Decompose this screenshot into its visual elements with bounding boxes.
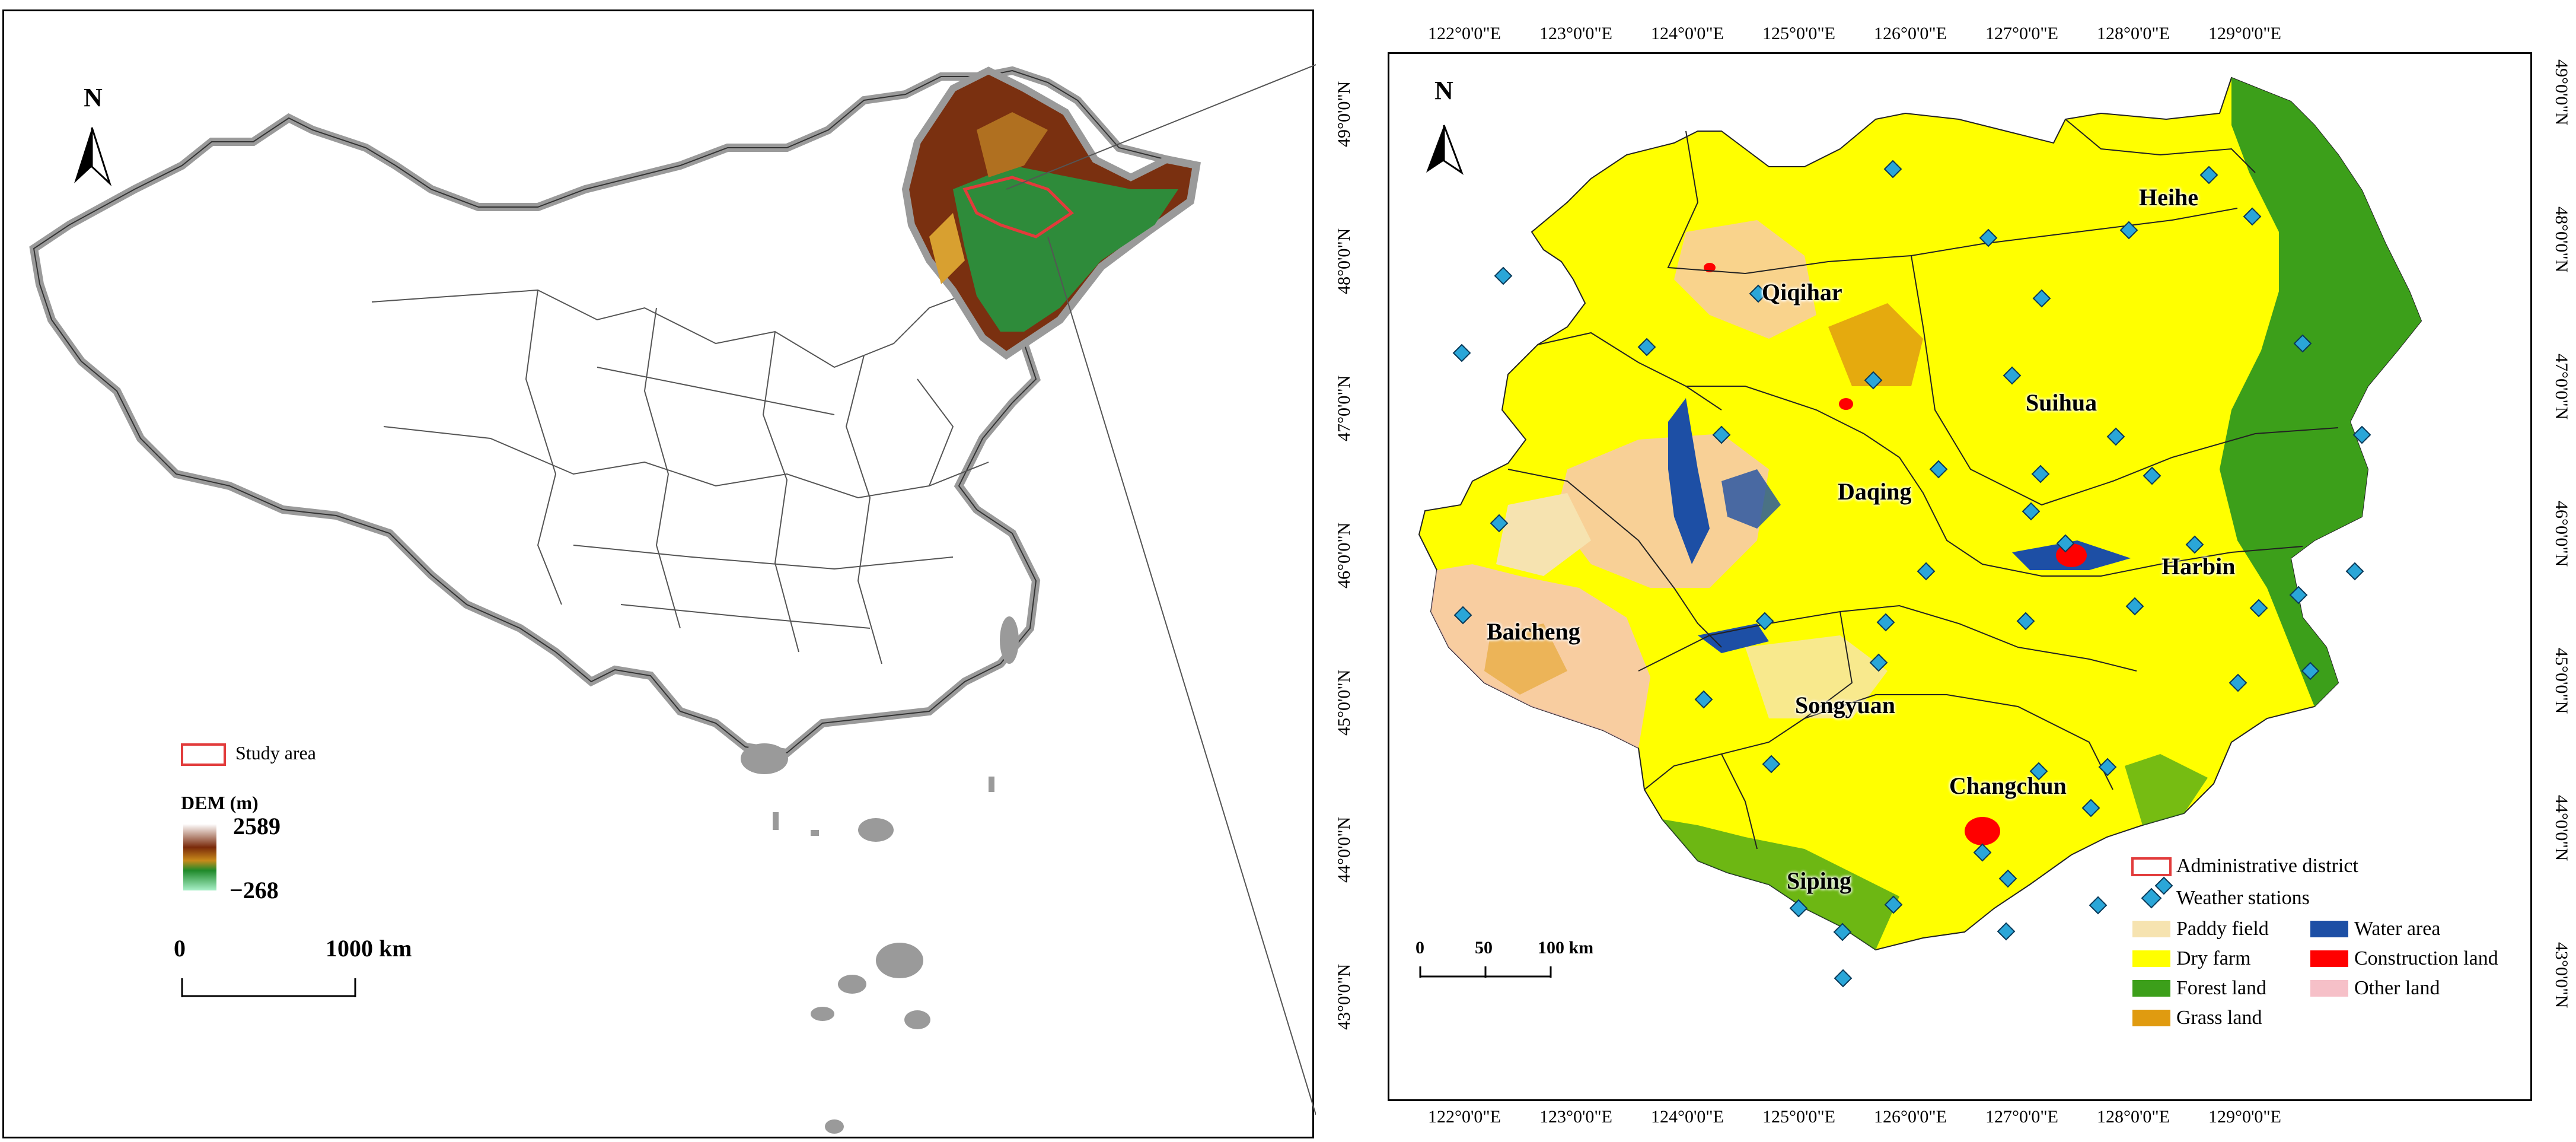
bottom-tick-7: 129°0'0"E <box>2208 1107 2281 1127</box>
right-tick-2: 47°0'0"N <box>2552 354 2571 420</box>
top-tick-6: 128°0'0"E <box>2097 24 2170 43</box>
study-area-swatch <box>181 743 226 766</box>
forest-swatch <box>2132 980 2170 997</box>
coastal-islands <box>741 616 1019 1134</box>
city-label-daqing: Daqing <box>1838 478 1912 505</box>
weather-stations <box>1452 160 2371 988</box>
legend-construction-label: Construction land <box>2354 947 2498 969</box>
bottom-tick-2: 124°0'0"E <box>1651 1107 1724 1127</box>
legend-admin-label: Administrative district <box>2176 855 2358 877</box>
leader-line-bottom <box>1047 236 1316 1115</box>
china-overview-map <box>29 64 1316 1134</box>
other-land-north <box>1674 220 1816 339</box>
scale-label-0: 0 <box>1415 938 1424 958</box>
bottom-tick-5: 127°0'0"E <box>1985 1107 2058 1127</box>
left-north-label: N <box>84 83 103 112</box>
other-swatch <box>2310 980 2348 997</box>
right-tick-6: 43°0'0"N <box>2552 942 2571 1009</box>
city-label-baicheng: Baicheng <box>1487 618 1580 645</box>
top-tick-5: 127°0'0"E <box>1985 24 2058 43</box>
top-tick-4: 126°0'0"E <box>1874 24 1947 43</box>
left-tick-6: 43°0'0"N <box>1334 963 1354 1030</box>
right-north-label: N <box>1434 76 1453 105</box>
bottom-tick-6: 128°0'0"E <box>2097 1107 2170 1127</box>
water-area-south <box>1698 624 1769 653</box>
other-land-central <box>1555 434 1769 588</box>
landuse-legend-swatches <box>2131 857 2348 1026</box>
top-tick-7: 129°0'0"E <box>2208 24 2281 43</box>
legend-grass-label: Grass land <box>2176 1007 2262 1029</box>
construction-swatch <box>2310 950 2348 967</box>
left-tick-5: 44°0'0"N <box>1334 816 1354 883</box>
right-tick-1: 48°0'0"N <box>2552 206 2571 273</box>
left-scale-bar <box>181 978 356 997</box>
bottom-tick-1: 123°0'0"E <box>1539 1107 1612 1127</box>
forest-land-southeast <box>2125 754 2208 825</box>
scale-end: 1000 km <box>326 935 412 962</box>
city-label-harbin: Harbin <box>2161 553 2236 580</box>
legend-dry-label: Dry farm <box>2176 947 2251 969</box>
right-tick-4: 45°0'0"N <box>2552 648 2571 714</box>
grass-land-central <box>1828 303 1923 386</box>
right-tick-5: 44°0'0"N <box>2552 795 2571 861</box>
top-tick-0: 122°0'0"E <box>1428 24 1501 43</box>
top-tick-3: 125°0'0"E <box>1762 24 1835 43</box>
forest-land-south <box>1662 819 1899 950</box>
landuse-map <box>1418 77 2422 1026</box>
province-boundaries <box>371 289 989 664</box>
legend-paddy-label: Paddy field <box>2176 918 2269 940</box>
dry-farm-swatch <box>2132 950 2170 967</box>
city-label-songyuan: Songyuan <box>1795 692 1895 718</box>
dem-max: 2589 <box>233 813 280 839</box>
dem-min: −268 <box>229 877 279 904</box>
study-area-map-frame: Heihe Qiqihar Suihua Daqing Harbin Baich… <box>1388 52 2532 1101</box>
city-label-siping: Siping <box>1787 867 1851 894</box>
bottom-tick-0: 122°0'0"E <box>1428 1107 1501 1127</box>
paddy-field-south <box>1745 635 1888 718</box>
grass-swatch <box>2132 1010 2170 1026</box>
right-tick-3: 46°0'0"N <box>2552 501 2571 567</box>
right-scale-bar <box>1419 966 1552 978</box>
dem-region <box>901 66 1200 360</box>
bottom-tick-4: 126°0'0"E <box>1874 1107 1947 1127</box>
paddy-field-west <box>1496 493 1591 576</box>
study-area-label: Study area <box>235 742 316 764</box>
admin-district-swatch <box>2131 857 2172 876</box>
left-tick-2: 47°0'0"N <box>1334 375 1354 441</box>
north-arrow-icon <box>74 127 112 187</box>
scale-start: 0 <box>174 935 186 962</box>
dem-colorbar <box>183 824 216 890</box>
china-overview-panel: N Study area DEM (m) 2589 −268 0 1000 km <box>2 9 1316 1138</box>
top-tick-1: 123°0'0"E <box>1539 24 1612 43</box>
left-tick-1: 48°0'0"N <box>1334 228 1354 294</box>
paddy-swatch <box>2132 921 2170 937</box>
legend-other-label: Other land <box>2354 977 2440 999</box>
city-label-heihe: Heihe <box>2139 184 2198 211</box>
bottom-tick-3: 125°0'0"E <box>1762 1107 1835 1127</box>
city-label-changchun: Changchun <box>1949 772 2067 799</box>
weather-station-icon <box>2141 887 2162 909</box>
legend-stations-label: Weather stations <box>2176 887 2310 909</box>
city-label-suihua: Suihua <box>2026 389 2097 416</box>
scale-label-100: 100 km <box>1538 938 1594 958</box>
water-swatch <box>2310 921 2348 937</box>
top-tick-2: 124°0'0"E <box>1651 24 1724 43</box>
grass-land-west <box>1484 624 1567 695</box>
legend-water-label: Water area <box>2354 918 2441 940</box>
right-north-arrow-icon <box>1426 125 1464 175</box>
legend-forest-label: Forest land <box>2176 977 2267 999</box>
right-tick-0: 49°0'0"N <box>2552 59 2571 126</box>
water-area-lakes <box>1721 469 1781 529</box>
dem-title: DEM (m) <box>181 792 259 813</box>
water-area-nenjiang <box>1668 398 1710 564</box>
left-tick-3: 46°0'0"N <box>1334 522 1354 589</box>
scale-label-50: 50 <box>1475 938 1493 958</box>
city-label-qiqihar: Qiqihar <box>1762 279 1842 306</box>
left-tick-4: 45°0'0"N <box>1334 669 1354 736</box>
leader-line-top <box>1006 64 1316 190</box>
left-tick-0: 49°0'0"N <box>1334 81 1354 147</box>
